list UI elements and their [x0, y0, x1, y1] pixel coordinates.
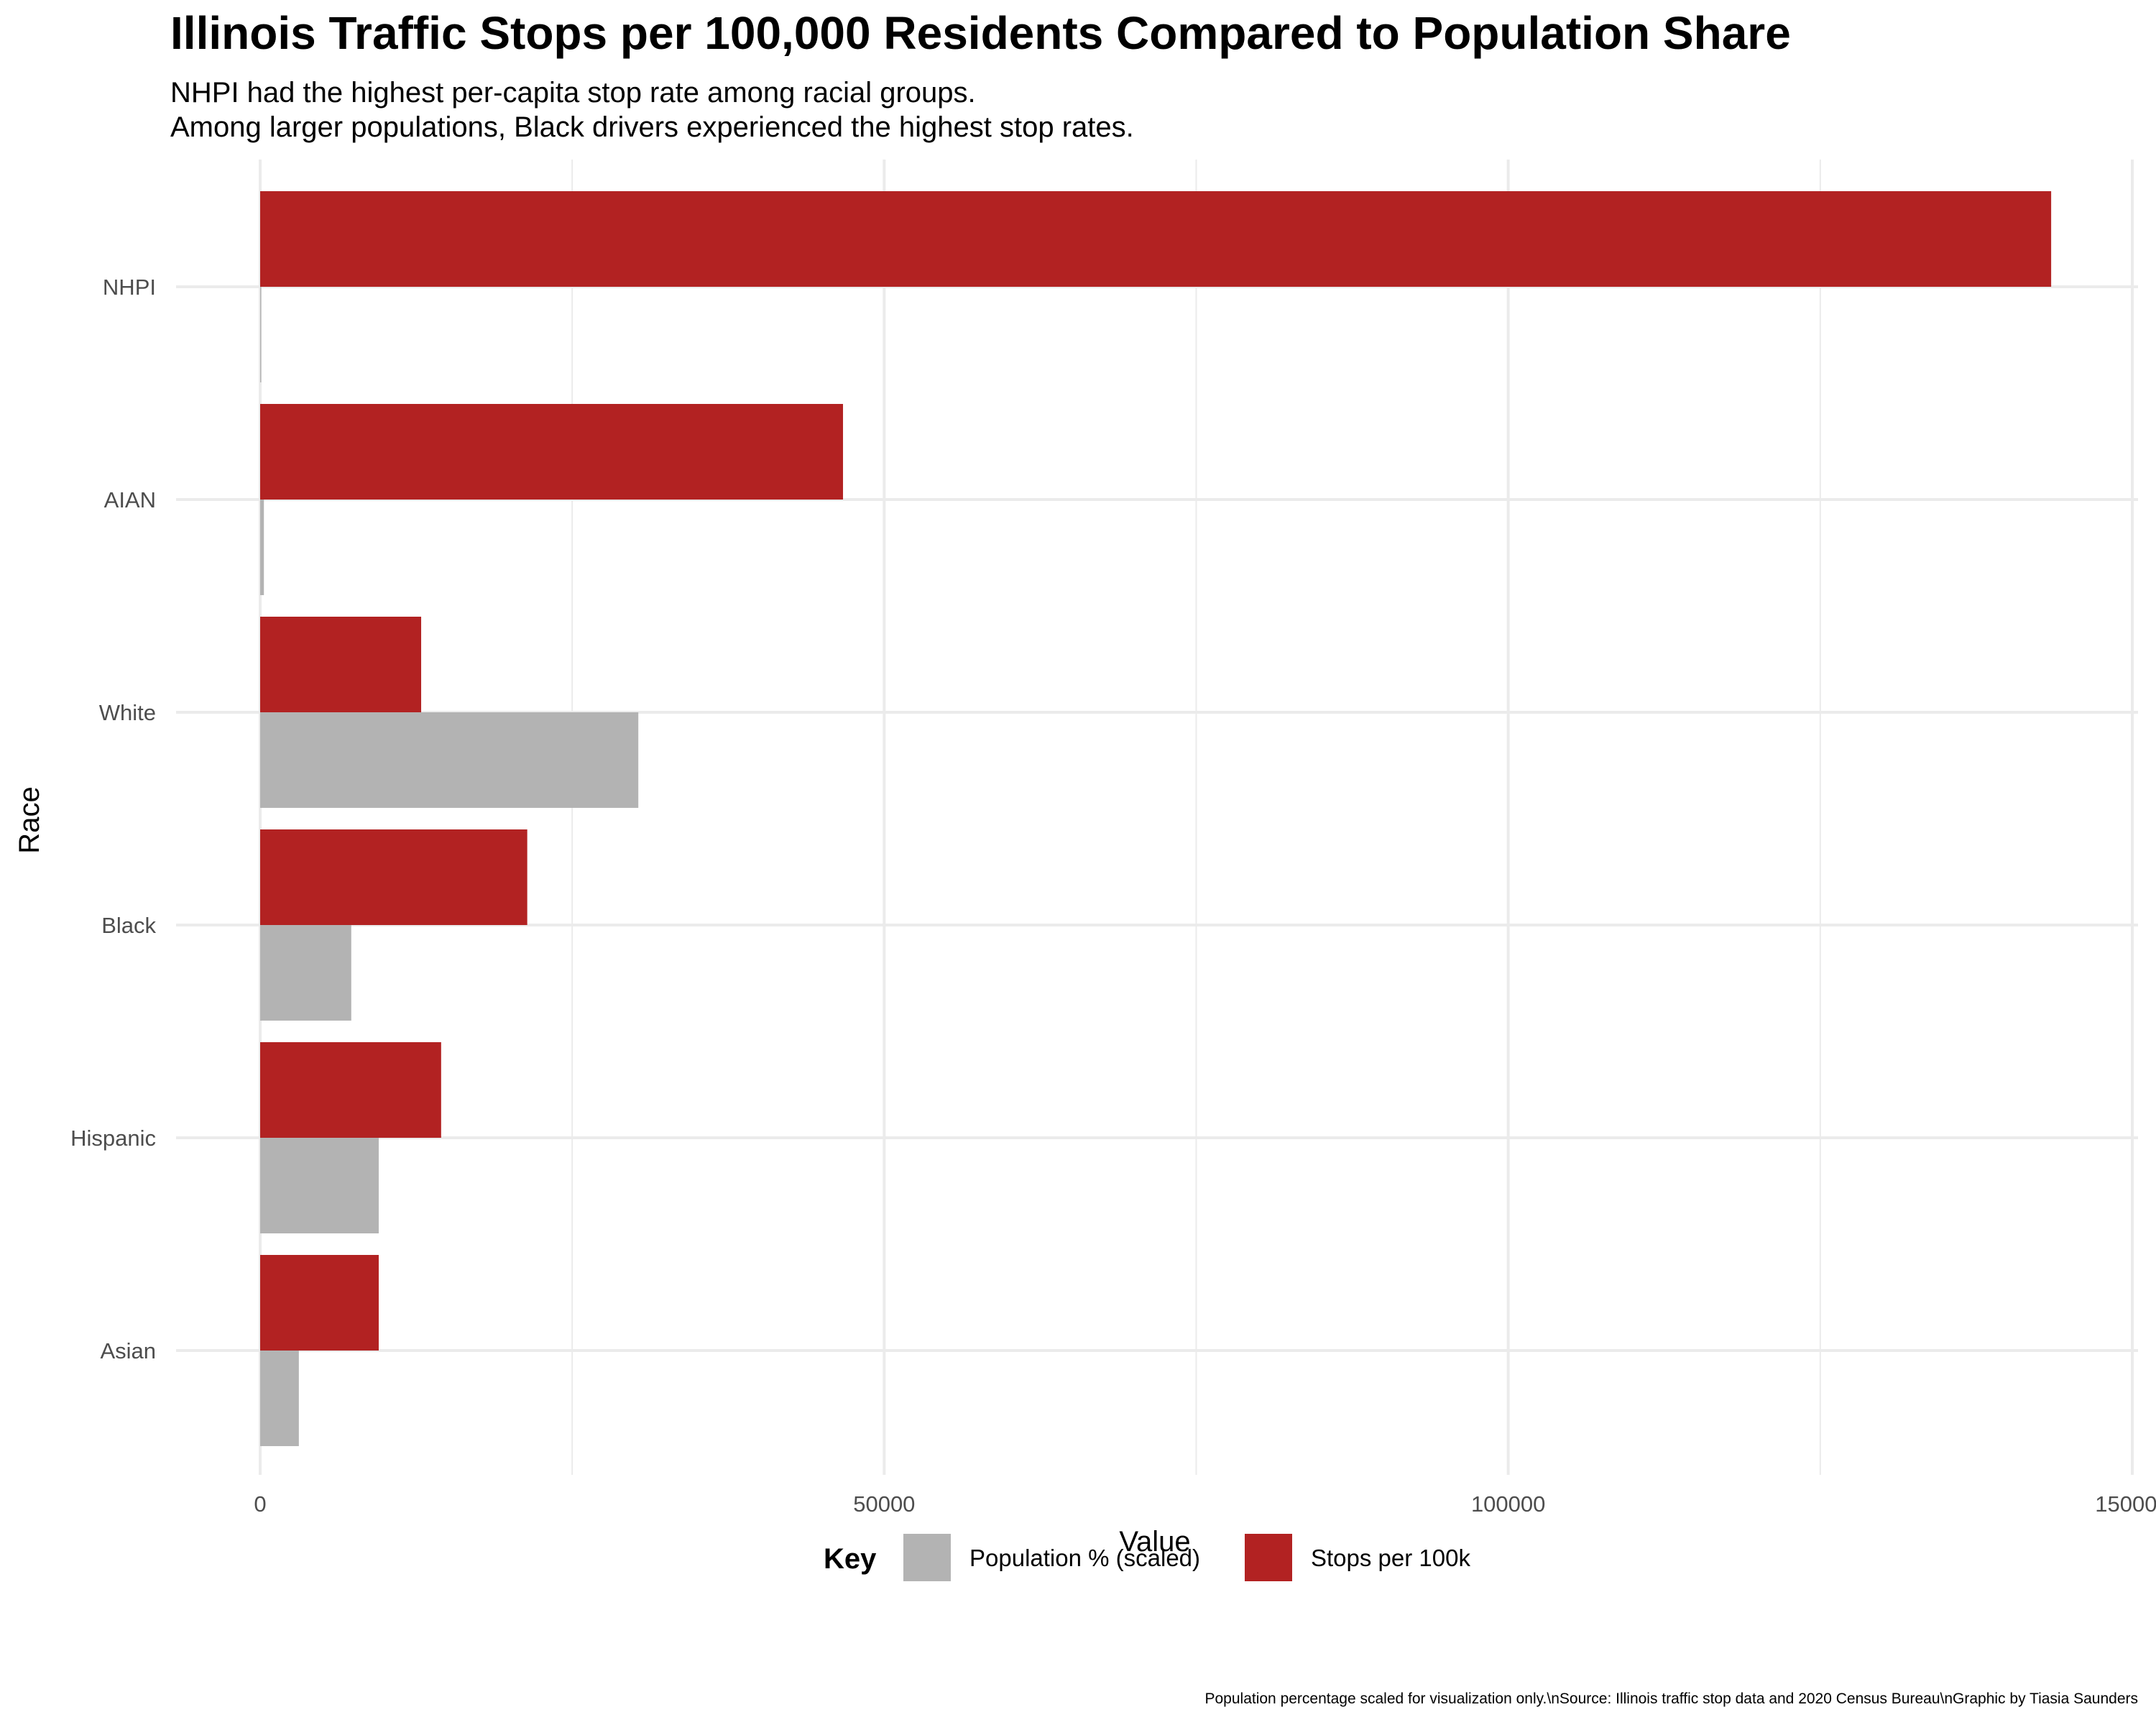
x-tick-label: 50000 [853, 1491, 915, 1517]
population-bar-aian [260, 500, 264, 595]
x-tick-label: 0 [254, 1491, 266, 1517]
stops-bar-nhpi [260, 191, 2052, 287]
stops-bar-asian [260, 1255, 379, 1351]
chart-subtitle-line-1: NHPI had the highest per-capita stop rat… [170, 77, 976, 109]
legend-title: Key [824, 1543, 877, 1575]
legend-label-population: Population % (scaled) [969, 1545, 1200, 1571]
chart-subtitle-line-2: Among larger populations, Black drivers … [170, 111, 1134, 143]
y-tick-label: Hispanic [70, 1126, 156, 1151]
bars [260, 191, 2052, 1446]
grid-lines [176, 160, 2138, 1475]
chart-title: Illinois Traffic Stops per 100,000 Resid… [170, 7, 1791, 59]
y-tick-label: Black [101, 913, 156, 938]
y-axis-ticks: NHPI AIAN White Black Hispanic Asian [70, 275, 156, 1363]
population-bar-asian [260, 1351, 299, 1446]
legend-label-stops: Stops per 100k [1311, 1545, 1470, 1571]
legend-swatch-stops [1245, 1534, 1292, 1581]
population-bar-black [260, 925, 351, 1021]
population-bar-nhpi [260, 287, 262, 382]
population-bar-white [260, 712, 639, 808]
x-axis-title: Value [1119, 1526, 1190, 1558]
y-tick-label: Asian [100, 1338, 156, 1363]
population-bar-hispanic [260, 1138, 379, 1233]
y-tick-label: NHPI [103, 275, 156, 300]
stops-bar-black [260, 829, 528, 925]
stops-bar-white [260, 617, 422, 712]
y-tick-label: AIAN [104, 487, 156, 512]
legend-swatch-population [903, 1534, 951, 1581]
stops-bar-aian [260, 404, 844, 500]
chart-caption: Population percentage scaled for visuali… [1204, 1690, 2138, 1707]
stops-bar-hispanic [260, 1042, 441, 1138]
legend: Key Population % (scaled) Stops per 100k [824, 1534, 1470, 1581]
y-axis-title: Race [14, 786, 45, 853]
x-axis-ticks: 0 50000 100000 150000 [254, 1491, 2156, 1517]
y-tick-label: White [99, 700, 156, 725]
x-tick-label: 100000 [1471, 1491, 1545, 1517]
x-tick-label: 150000 [2095, 1491, 2156, 1517]
